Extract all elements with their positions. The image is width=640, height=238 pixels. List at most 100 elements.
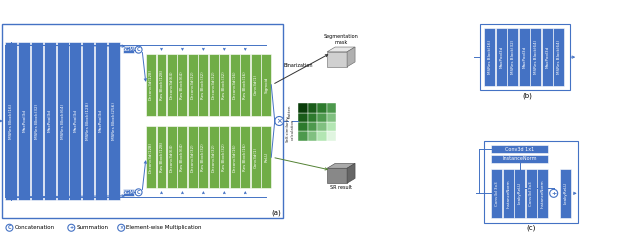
Text: Res Block(64): Res Block(64) [180, 71, 184, 99]
Bar [177, 54, 188, 116]
Text: Res Block(32): Res Block(32) [202, 71, 205, 99]
Text: MaxPool3d: MaxPool3d [74, 109, 77, 133]
Bar [326, 113, 336, 122]
Bar [220, 54, 229, 116]
Text: MaxPool3d: MaxPool3d [48, 109, 52, 133]
Bar [560, 169, 571, 218]
Text: SR result: SR result [330, 185, 352, 190]
Text: MaxPool3d: MaxPool3d [99, 109, 103, 133]
Bar [503, 169, 514, 218]
Bar [108, 42, 120, 200]
Bar [327, 52, 347, 67]
Text: MaxPool3d: MaxPool3d [22, 109, 26, 133]
Bar [157, 54, 166, 116]
Text: (a): (a) [271, 209, 281, 216]
Bar [492, 155, 548, 163]
Text: Conv3d(1): Conv3d(1) [254, 74, 258, 95]
Text: Self-similarity
calculation: Self-similarity calculation [286, 116, 294, 142]
Text: Sigmoid: Sigmoid [264, 77, 268, 93]
Polygon shape [347, 47, 355, 67]
Text: Conv3d 1x1: Conv3d 1x1 [505, 147, 534, 152]
Bar [519, 28, 530, 86]
Bar [326, 122, 336, 131]
Bar [56, 42, 68, 200]
Bar [492, 169, 502, 218]
Text: C: C [137, 47, 140, 52]
Bar [298, 122, 308, 131]
Bar [298, 113, 308, 122]
Bar [177, 126, 188, 188]
Bar [146, 126, 156, 188]
Text: (c): (c) [526, 225, 536, 231]
Bar [308, 122, 317, 131]
Circle shape [550, 189, 557, 197]
Bar [526, 169, 537, 218]
Text: Deconv3d(32): Deconv3d(32) [191, 143, 195, 172]
Bar [241, 54, 250, 116]
Text: ×: × [119, 225, 124, 230]
Bar [308, 103, 317, 113]
Bar [541, 28, 553, 86]
Circle shape [275, 117, 284, 125]
Bar [123, 189, 134, 196]
Text: InstanceNorm: InstanceNorm [502, 156, 537, 161]
Bar [167, 54, 177, 116]
Text: Res Block(128): Res Block(128) [159, 69, 163, 100]
Bar [261, 54, 271, 116]
Bar [496, 28, 507, 86]
Text: SGM: SGM [122, 190, 134, 195]
Polygon shape [327, 47, 355, 52]
Text: MSRes Block(256): MSRes Block(256) [111, 102, 116, 140]
Text: MSRes Block(64): MSRes Block(64) [61, 103, 65, 139]
Bar [188, 54, 198, 116]
Text: MaxPool3d: MaxPool3d [545, 46, 549, 68]
Text: MSRes Block(64): MSRes Block(64) [534, 40, 538, 74]
Bar [3, 24, 284, 218]
Text: MaxPool3d: MaxPool3d [499, 46, 503, 68]
Bar [82, 42, 94, 200]
Bar [484, 28, 495, 86]
Bar [198, 54, 209, 116]
Text: Res Block(16): Res Block(16) [243, 143, 247, 171]
Text: Conv3d 3x3: Conv3d 3x3 [495, 181, 499, 206]
Text: Res Block(128): Res Block(128) [159, 142, 163, 172]
Text: Conv3d 3x3: Conv3d 3x3 [529, 181, 533, 206]
Text: MSRes Block(64): MSRes Block(64) [557, 40, 561, 74]
Bar [6, 42, 17, 200]
Circle shape [6, 224, 13, 231]
Text: C: C [8, 225, 12, 230]
Text: (b): (b) [522, 92, 532, 99]
Circle shape [135, 189, 142, 196]
Text: InstanceNorm: InstanceNorm [541, 179, 545, 208]
Bar [230, 54, 240, 116]
Bar [537, 169, 548, 218]
Text: Concatenation: Concatenation [15, 225, 54, 230]
Bar [308, 131, 317, 141]
Bar [317, 103, 326, 113]
Bar [553, 28, 564, 86]
Circle shape [118, 224, 125, 231]
Bar [484, 141, 578, 223]
Text: Res Block(32): Res Block(32) [222, 71, 227, 99]
Circle shape [68, 224, 75, 231]
Text: Res Block(32): Res Block(32) [202, 143, 205, 171]
Bar [251, 126, 260, 188]
Text: Summation: Summation [76, 225, 108, 230]
Bar [44, 42, 56, 200]
Text: Res Block(64): Res Block(64) [180, 143, 184, 171]
Bar [515, 169, 525, 218]
Bar [326, 131, 336, 141]
Text: Deconv3d(32): Deconv3d(32) [191, 70, 195, 99]
Text: SGM: SGM [122, 47, 134, 52]
Bar [230, 126, 240, 188]
Bar [298, 131, 308, 141]
Text: Deconv3d(16): Deconv3d(16) [233, 143, 237, 172]
Bar [326, 103, 336, 113]
Bar [481, 24, 570, 90]
Bar [298, 103, 308, 113]
Bar [531, 28, 541, 86]
Bar [157, 126, 166, 188]
Bar [241, 126, 250, 188]
Bar [209, 54, 219, 116]
Text: Deconv3d(16): Deconv3d(16) [233, 70, 237, 99]
